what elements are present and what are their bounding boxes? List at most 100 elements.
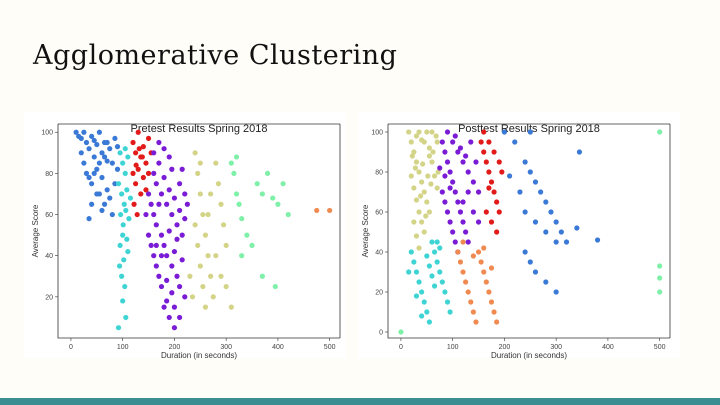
data-point (475, 219, 482, 225)
data-point (115, 325, 122, 331)
data-point (506, 173, 513, 179)
data-point (114, 166, 121, 172)
x-tick-label: 500 (654, 344, 666, 351)
data-point (434, 239, 440, 245)
data-point (171, 304, 178, 310)
data-point (457, 209, 464, 215)
data-point (527, 129, 533, 135)
data-point (213, 160, 219, 166)
data-point (104, 187, 110, 193)
y-tick-label: 0 (379, 330, 383, 337)
data-point (156, 201, 162, 207)
data-point (437, 245, 443, 251)
data-point (486, 185, 492, 191)
data-point (121, 257, 127, 263)
x-tick-label: 100 (447, 344, 459, 351)
data-point (143, 187, 149, 193)
data-point (460, 269, 466, 275)
data-point (122, 146, 128, 152)
data-point (522, 249, 528, 255)
data-point (96, 160, 102, 166)
data-point (543, 229, 549, 235)
data-point (91, 137, 97, 144)
x-tick-label: 400 (602, 344, 614, 351)
data-point (176, 314, 183, 321)
data-point (522, 209, 528, 215)
chart-title: Posttest Results Spring 2018 (458, 123, 600, 135)
data-point (109, 160, 115, 166)
data-point (125, 248, 131, 255)
data-point (96, 129, 102, 135)
data-point (176, 283, 183, 290)
data-point (426, 145, 432, 151)
data-point (78, 150, 84, 156)
data-point (139, 154, 145, 160)
y-tick-label: 100 (371, 130, 383, 137)
data-point (233, 191, 240, 197)
data-point (444, 209, 451, 215)
data-point (465, 169, 471, 175)
data-point (426, 263, 432, 269)
data-point (164, 253, 170, 259)
data-point (548, 209, 554, 215)
y-tick-label: 60 (375, 210, 383, 217)
data-point (478, 259, 484, 265)
data-point (465, 189, 471, 195)
data-point (130, 139, 136, 146)
data-point (447, 185, 453, 191)
data-point (145, 170, 152, 176)
data-point (218, 201, 224, 207)
data-point (558, 229, 564, 235)
data-point (452, 133, 458, 139)
data-point (496, 159, 502, 165)
data-point (254, 181, 260, 187)
data-point (164, 298, 170, 304)
data-point (444, 159, 451, 165)
data-point (657, 275, 663, 281)
data-point (176, 181, 183, 187)
data-point (158, 191, 165, 197)
data-point (120, 222, 126, 228)
series-cluster-purple (437, 129, 482, 255)
data-point (470, 209, 476, 215)
data-point (488, 299, 495, 305)
chart-title: Pretest Results Spring 2018 (131, 123, 268, 135)
data-point (398, 329, 404, 335)
data-point (112, 135, 118, 142)
data-point (81, 129, 87, 135)
data-point (126, 216, 132, 222)
data-point (151, 170, 157, 176)
data-point (81, 160, 87, 166)
data-point (228, 304, 234, 310)
data-point (171, 195, 178, 201)
data-point (447, 219, 453, 225)
data-point (114, 144, 121, 150)
x-tick-label: 500 (324, 344, 336, 351)
data-point (574, 225, 580, 231)
data-point (657, 289, 663, 295)
data-point (200, 283, 206, 290)
data-point (442, 289, 448, 295)
data-point (512, 139, 518, 145)
data-point (213, 253, 219, 259)
data-point (182, 191, 188, 197)
data-point (419, 219, 425, 225)
data-point (202, 232, 209, 238)
data-point (272, 283, 278, 290)
data-point (409, 153, 415, 159)
data-point (455, 199, 461, 205)
data-point (501, 129, 508, 135)
data-point (411, 219, 417, 225)
data-point (486, 139, 492, 145)
data-point (429, 159, 435, 165)
data-point (259, 273, 265, 279)
data-point (473, 159, 479, 165)
data-point (481, 245, 487, 251)
data-point (563, 239, 570, 245)
series-cluster-orange (455, 239, 500, 325)
data-point (465, 239, 471, 245)
data-point (166, 187, 172, 193)
data-point (169, 211, 175, 218)
data-point (270, 195, 276, 201)
data-point (475, 249, 482, 255)
